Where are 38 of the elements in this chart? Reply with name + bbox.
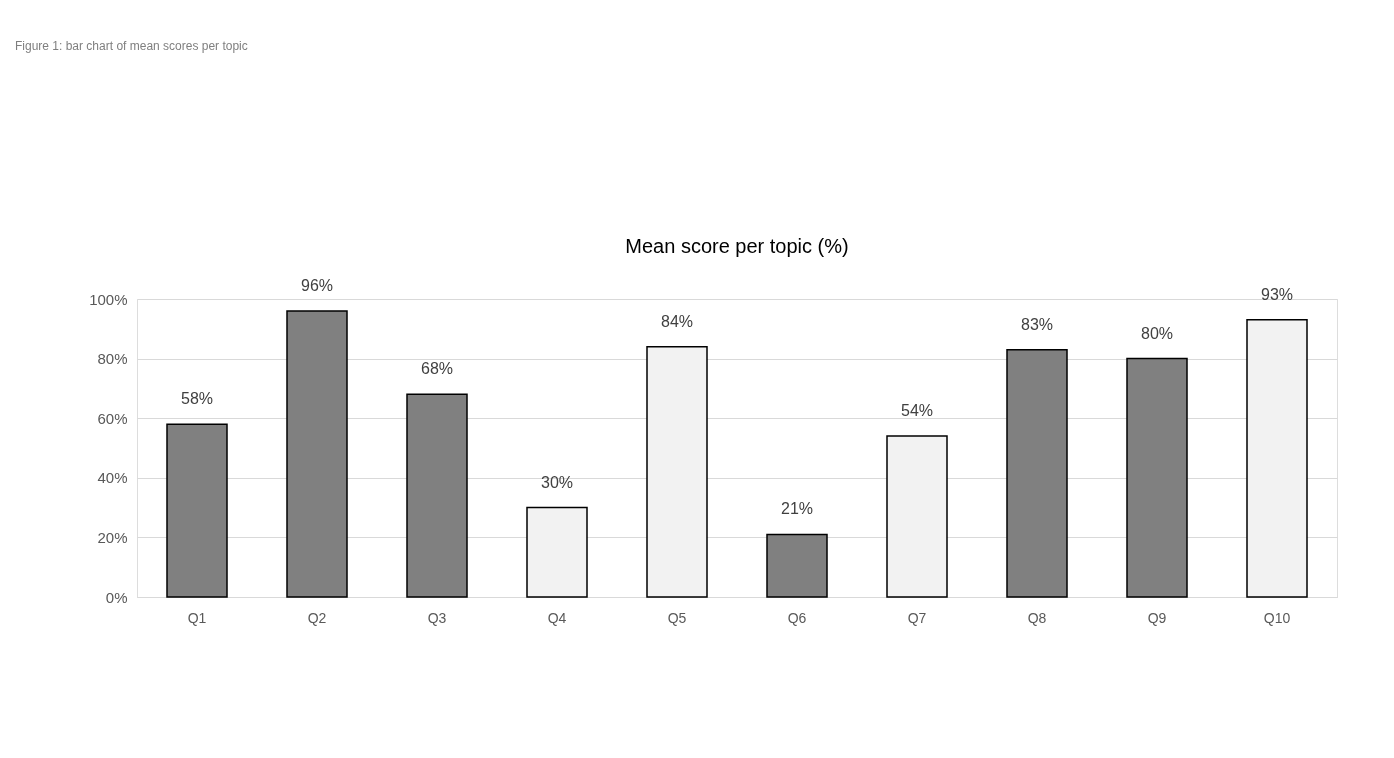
bar [1246,319,1308,598]
chart-title: Mean score per topic (%) [625,235,849,257]
data-label: 93% [1260,285,1294,303]
data-label: 83% [1020,315,1054,333]
y-tick-label: 20% [97,528,128,546]
data-label: 80% [1140,324,1174,342]
x-tick-label: Q10 [1263,609,1291,626]
data-label: 30% [540,473,574,491]
x-tick-label: Q5 [667,609,687,626]
x-tick-label: Q4 [547,609,567,626]
data-label: 54% [900,402,934,420]
caption: Figure 1: bar chart of mean scores per topic [15,39,248,53]
bar [286,310,348,598]
x-tick-label: Q3 [427,609,447,626]
bar [646,345,708,598]
x-tick-label: Q1 [187,609,207,626]
x-tick-label: Q9 [1147,609,1167,626]
bar [406,393,468,598]
bar [1126,357,1188,598]
data-label: 84% [660,312,694,330]
data-label: 21% [780,500,814,518]
data-label: 96% [300,276,334,294]
data-label: 58% [180,390,214,408]
x-tick-label: Q2 [307,609,327,626]
bar [1006,348,1068,598]
y-tick-label: 80% [97,350,128,368]
data-label: 68% [420,360,454,378]
y-tick-label: 100% [89,290,128,308]
x-tick-label: Q6 [787,609,807,626]
bar [886,435,948,598]
bar [526,506,588,598]
y-tick-label: 0% [105,588,128,606]
y-tick-label: 40% [97,469,128,487]
y-tick-label: 60% [97,409,128,427]
x-tick-label: Q8 [1027,609,1047,626]
bar [766,533,828,598]
x-tick-label: Q7 [907,609,927,626]
bar [166,423,228,598]
